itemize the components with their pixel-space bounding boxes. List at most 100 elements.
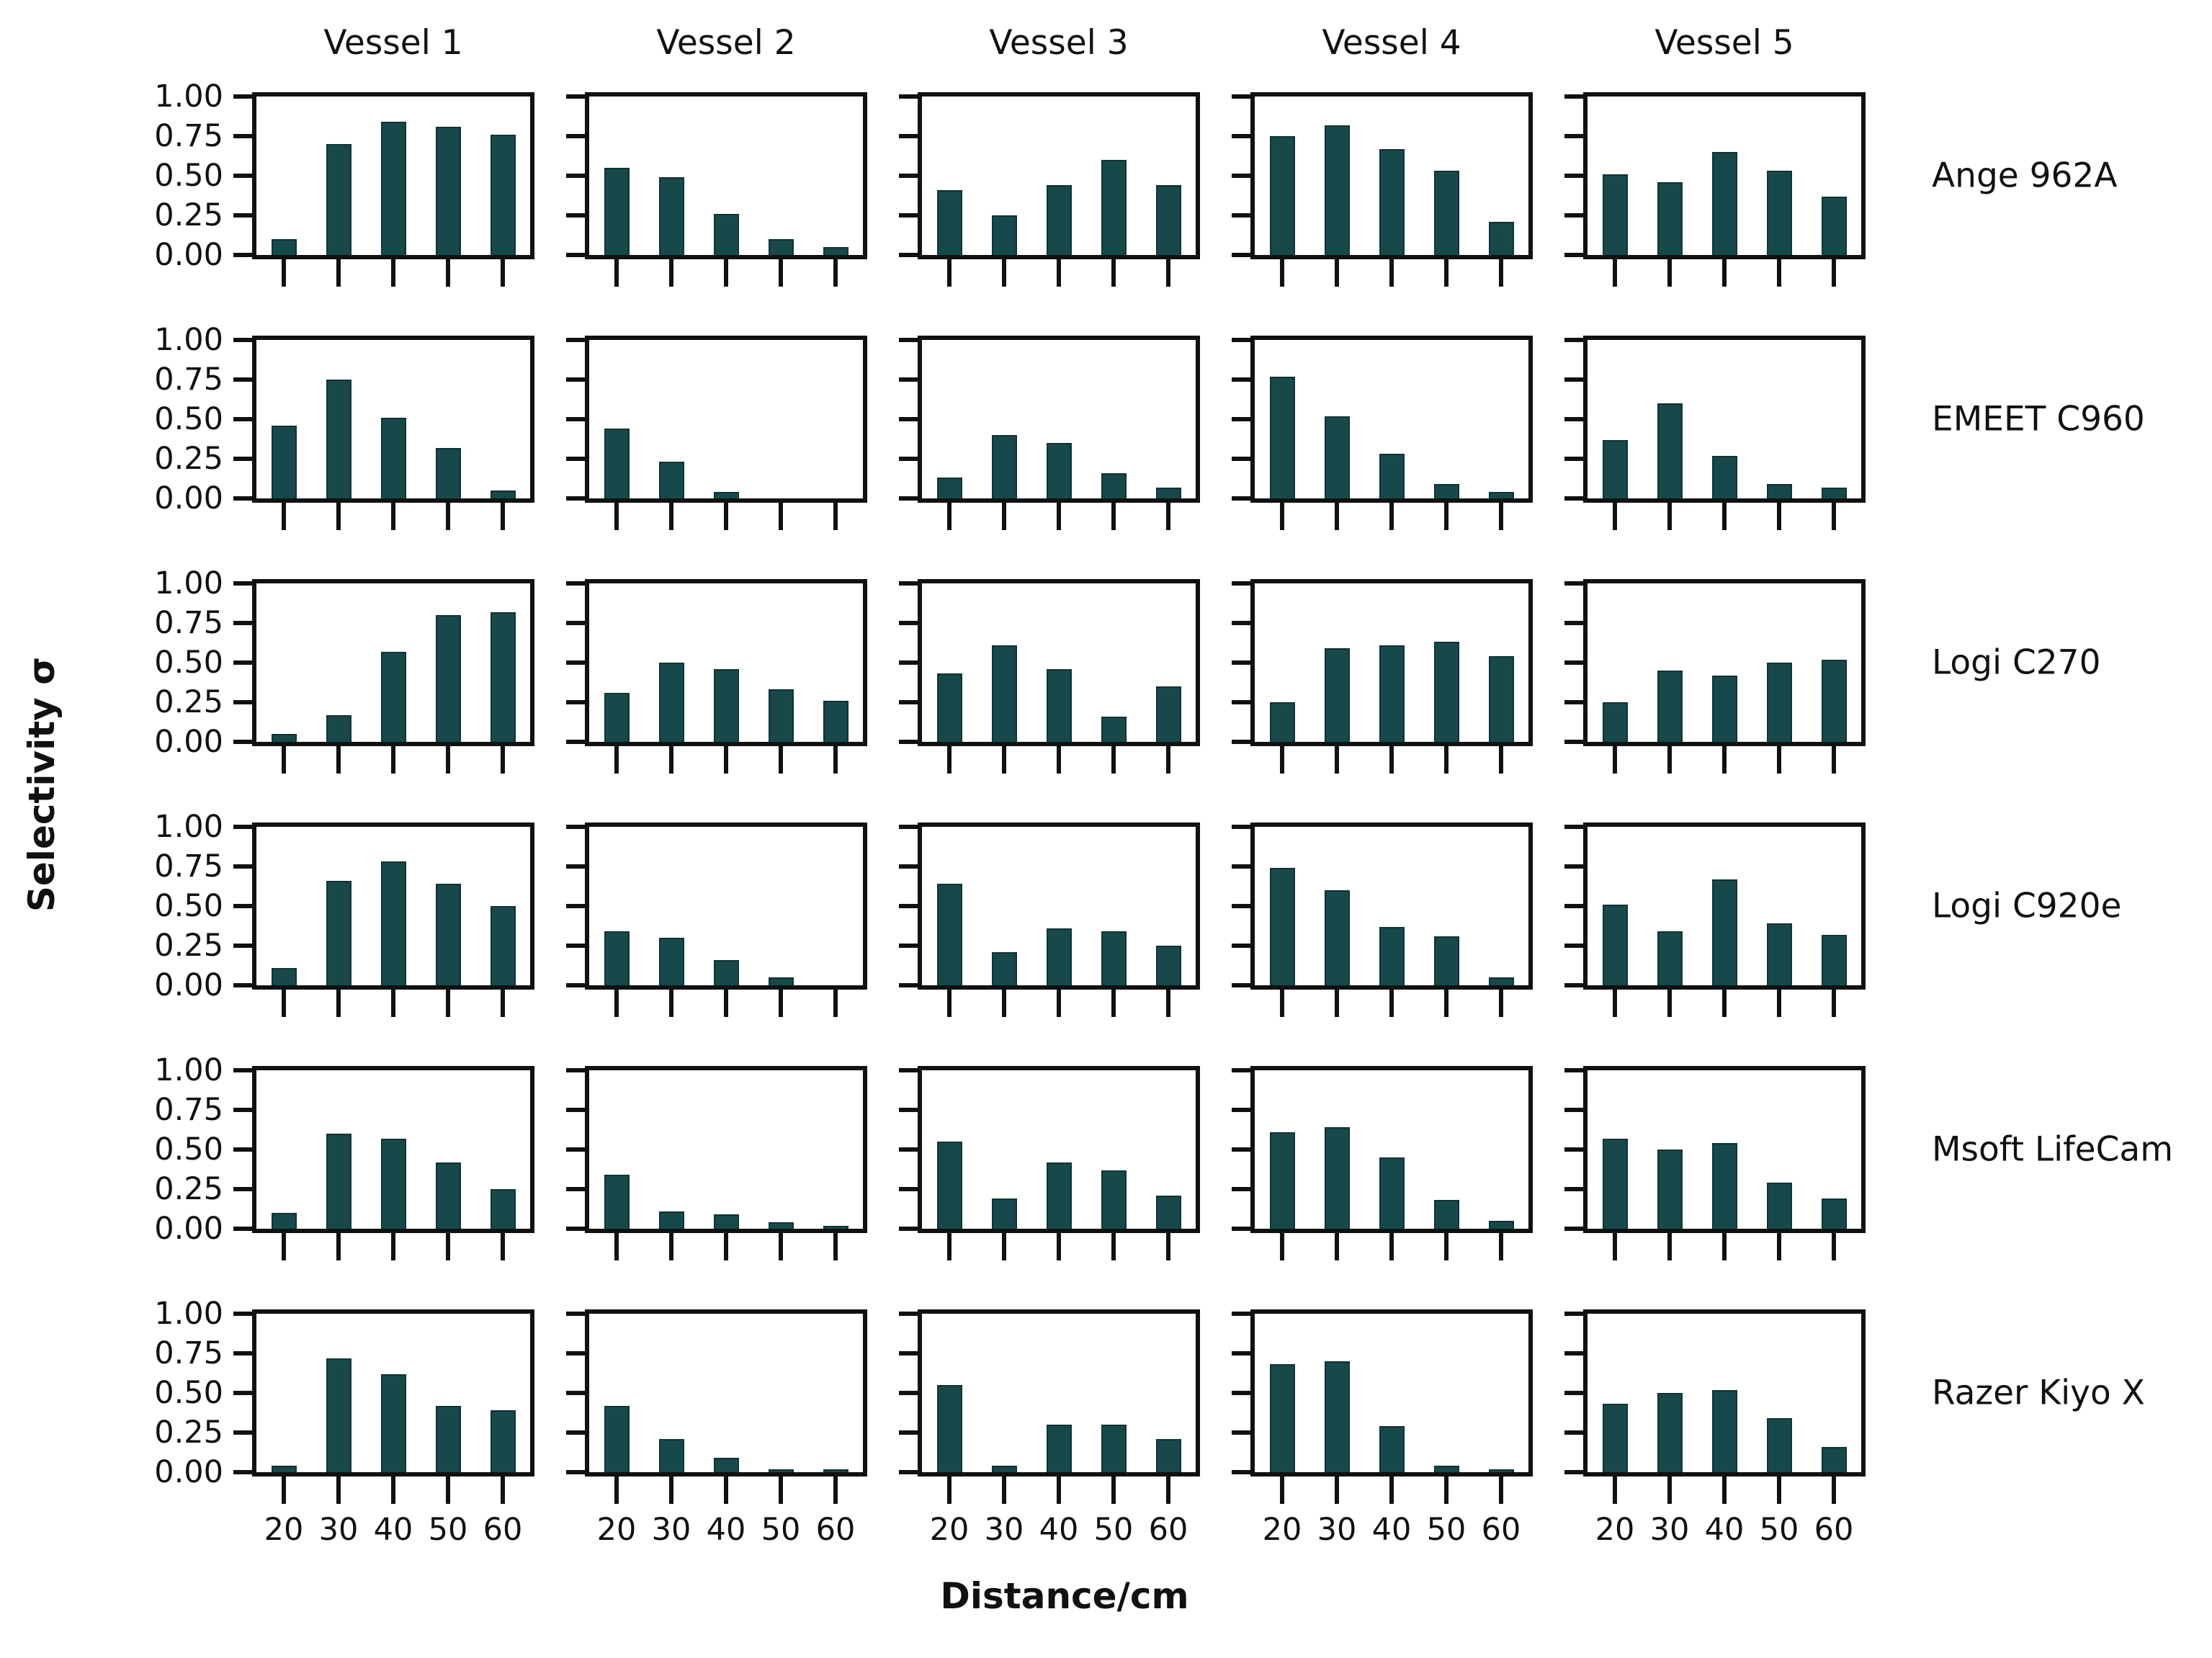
x-tick	[1335, 990, 1339, 1017]
y-tick	[1564, 1312, 1583, 1316]
bar	[326, 1358, 351, 1472]
y-tick	[1232, 1430, 1250, 1435]
bar	[1325, 125, 1350, 255]
subplot-r2c2	[566, 336, 867, 530]
x-tick	[336, 503, 341, 530]
subplot-r1c3: Vessel 3	[899, 23, 1200, 287]
y-tick	[899, 377, 918, 382]
row-label: Logi C920e	[1932, 886, 2122, 926]
bar	[1047, 185, 1072, 255]
x-tick	[1499, 746, 1503, 774]
y-tick-label: 0.75	[154, 118, 223, 154]
x-tick-label: 50	[1759, 1512, 1799, 1548]
x-tick	[1499, 990, 1503, 1017]
bar	[1657, 671, 1683, 742]
x-tick	[614, 746, 619, 774]
y-tick	[899, 1351, 918, 1355]
x-tick	[833, 1476, 838, 1504]
y-tick	[1564, 1227, 1583, 1231]
subplot-r4c5: Logi C920e	[1564, 823, 2121, 1017]
y-tick	[1564, 174, 1583, 178]
bar	[1712, 1143, 1737, 1229]
x-tick	[1667, 503, 1672, 530]
bar	[1047, 669, 1072, 742]
y-tick	[1564, 740, 1583, 744]
y-tick	[1564, 134, 1583, 138]
x-tick	[1389, 746, 1394, 774]
bar	[1767, 484, 1792, 498]
bar	[1047, 1162, 1072, 1229]
bar	[1156, 488, 1181, 498]
x-tick	[1722, 259, 1727, 287]
x-tick	[1280, 1476, 1284, 1504]
bar	[1270, 702, 1295, 742]
bar	[659, 1211, 684, 1229]
bar	[1434, 642, 1459, 742]
bar	[326, 144, 351, 255]
y-tick	[233, 94, 252, 99]
x-tick-label: 50	[761, 1512, 801, 1548]
bar	[1270, 868, 1295, 985]
x-tick	[1389, 1476, 1394, 1504]
y-tick	[899, 660, 918, 665]
subplot-r5c3	[899, 1066, 1200, 1260]
y-tick	[899, 581, 918, 586]
column-title: Vessel 2	[656, 23, 796, 63]
x-tick	[1832, 503, 1836, 530]
subplot-r2c5: EMEET C960	[1564, 336, 2145, 530]
bar	[769, 977, 794, 985]
y-tick	[566, 944, 585, 948]
y-tick	[899, 457, 918, 461]
x-tick	[1613, 746, 1617, 774]
y-tick	[1564, 1108, 1583, 1112]
y-tick	[233, 1068, 252, 1072]
subplot-r5c2	[566, 1066, 867, 1260]
x-tick	[1777, 746, 1781, 774]
bar	[272, 1213, 297, 1229]
y-tick	[899, 253, 918, 257]
bar	[436, 1406, 461, 1472]
bar	[714, 669, 739, 742]
x-tick	[1002, 1476, 1006, 1504]
x-tick	[1111, 1233, 1116, 1260]
bar	[1379, 1157, 1405, 1229]
x-tick	[446, 990, 450, 1017]
y-tick-label: 1.00	[154, 565, 223, 601]
x-tick	[614, 990, 619, 1017]
bar	[937, 1142, 962, 1229]
y-tick	[1564, 660, 1583, 665]
x-tick	[1777, 259, 1781, 287]
y-tick	[566, 134, 585, 138]
bar	[714, 1458, 739, 1472]
bar	[1101, 473, 1127, 498]
bar	[491, 135, 516, 255]
x-tick-label: 40	[373, 1512, 413, 1548]
y-tick	[1564, 1470, 1583, 1474]
x-tick	[1280, 746, 1284, 774]
x-tick	[669, 746, 673, 774]
bar	[1712, 676, 1737, 742]
x-tick-label: 60	[1481, 1512, 1521, 1548]
x-tick	[1777, 1476, 1781, 1504]
y-tick	[233, 417, 252, 421]
x-tick	[1057, 259, 1061, 287]
bar	[1434, 484, 1459, 498]
x-tick	[1722, 746, 1727, 774]
bar	[1101, 717, 1127, 742]
x-tick	[669, 259, 673, 287]
y-tick	[1232, 825, 1250, 829]
x-tick	[833, 259, 838, 287]
y-tick-label: 0.50	[154, 888, 223, 924]
bar	[604, 1175, 630, 1229]
x-tick	[1335, 1476, 1339, 1504]
x-tick	[1777, 990, 1781, 1017]
y-tick	[899, 417, 918, 421]
y-tick	[899, 338, 918, 342]
y-tick	[233, 983, 252, 987]
x-tick	[501, 990, 505, 1017]
y-tick	[899, 1312, 918, 1316]
y-tick-label: 1.00	[154, 79, 223, 115]
x-tick	[1613, 1233, 1617, 1260]
y-tick	[899, 1391, 918, 1395]
